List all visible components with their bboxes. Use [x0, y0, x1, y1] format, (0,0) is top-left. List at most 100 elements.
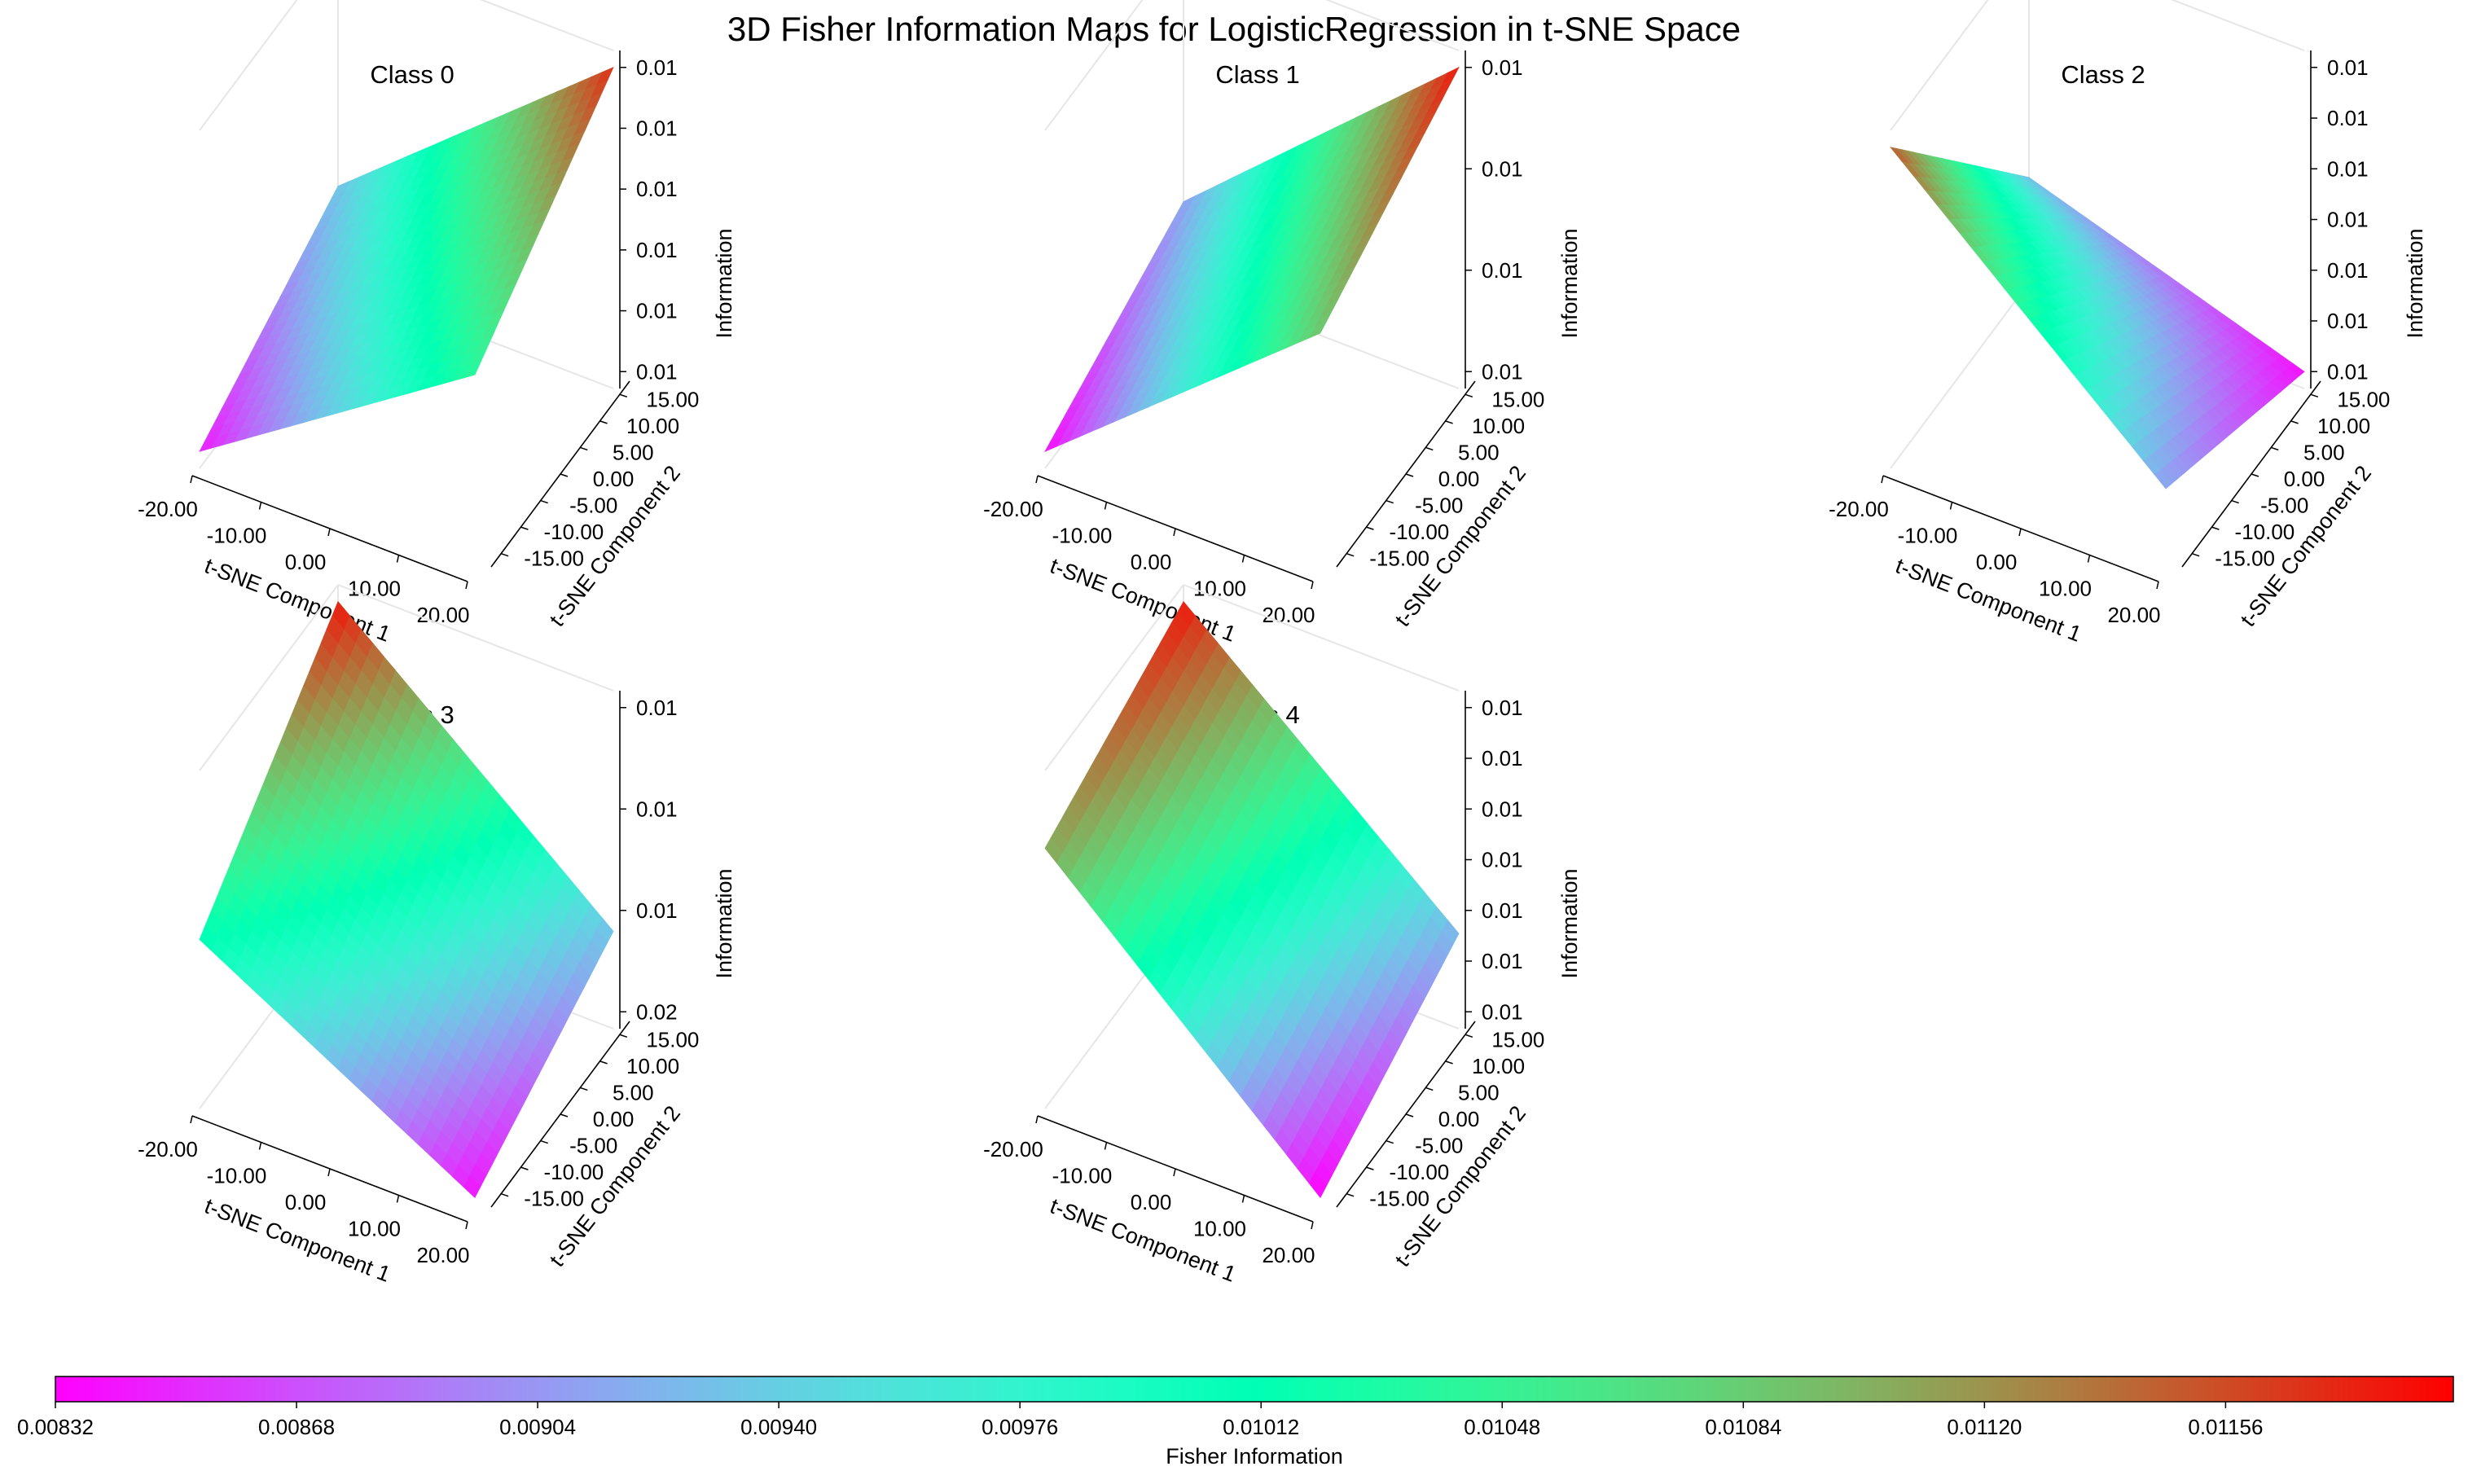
y-tick-label: 0.00 [593, 1107, 635, 1131]
colorbar-tick-label: 0.00832 [17, 1415, 94, 1439]
x-tick-label: 20.00 [416, 603, 469, 627]
class-panel: Class 3-20.00-10.000.0010.0020.00-15.00-… [138, 584, 736, 1287]
x-tick-mark [2156, 581, 2159, 590]
colorbar-tick-label: 0.01156 [2188, 1415, 2263, 1439]
y-tick-mark [540, 499, 548, 504]
y-tick-mark [2191, 553, 2200, 557]
colorbar-tick-label: 0.00976 [981, 1415, 1058, 1439]
z-tick-label: 0.01 [636, 359, 678, 384]
back-pane-edge [480, 0, 614, 51]
y-tick-label: 0.00 [593, 467, 635, 491]
y-tick-label: -10.00 [544, 520, 604, 544]
back-pane-edge [199, 584, 339, 771]
y-tick-mark [619, 393, 628, 397]
surface-mesh [199, 67, 614, 452]
y-tick-label: -5.00 [2260, 494, 2308, 518]
back-pane-edge [1890, 282, 2030, 469]
colorbar-ticks: 0.00832 0.00868 0.00904 0.00940 0.00976 0.010… [17, 1402, 2263, 1439]
figure-title: 3D Fisher Information Maps for LogisticR… [727, 10, 1741, 48]
x-tick-label: 0.00 [1976, 550, 2018, 574]
class-panel: Class 0 -20.00 -10.00 0.00 10.00 20.00 -15.00 -… [138, 0, 736, 647]
x-tick-mark [1881, 475, 1884, 484]
y-tick-mark [2290, 420, 2299, 424]
z-tick-label: 0.01 [1482, 696, 1523, 720]
z-tick-label: 0.01 [1482, 949, 1523, 973]
y-tick-label: -5.00 [569, 494, 617, 518]
x-tick-label: -20.00 [138, 1137, 198, 1161]
y-tick-mark [1465, 393, 1473, 397]
y-tick-label: -15.00 [1369, 547, 1429, 571]
z-axis-label: Information [2403, 228, 2427, 338]
y-tick-label: 5.00 [1458, 1080, 1500, 1104]
x-tick-label: -10.00 [207, 1164, 267, 1188]
z-tick-label: 0.01 [636, 299, 678, 323]
z-tick-label: 0.01 [1482, 258, 1523, 283]
x-tick-label: 10.00 [1193, 577, 1246, 601]
z-tick-label: 0.01 [636, 177, 678, 201]
x-tick-label: 0.00 [1131, 550, 1172, 574]
z-tick-label: 0.01 [636, 116, 678, 140]
x-tick-label: -10.00 [207, 524, 267, 548]
y-tick-label: -15.00 [2215, 547, 2275, 571]
y-tick-mark [1366, 1166, 1374, 1170]
x-tick-mark [1241, 555, 1245, 563]
surface-plots: Class 0 -20.00 -10.00 0.00 10.00 20.00 -15.00 -… [138, 0, 2427, 1287]
y-tick-mark [2231, 499, 2239, 504]
z-tick-label: 0.01 [636, 898, 678, 923]
y-tick-mark [1425, 1087, 1434, 1091]
colorbar-tick-label: 0.01048 [1464, 1415, 1540, 1439]
surface-mesh [1044, 66, 1460, 453]
x-tick-label: 20.00 [2107, 603, 2160, 627]
y-tick-mark [2251, 473, 2259, 477]
y-tick-label: -10.00 [1390, 1160, 1450, 1184]
panel-title: Class 2 [2061, 60, 2145, 89]
z-tick-label: 0.01 [2327, 106, 2369, 130]
y-tick-mark [500, 1193, 509, 1197]
y-tick-mark [1366, 526, 1374, 530]
z-axis-label: Information [1557, 228, 1582, 338]
y-tick-mark [580, 446, 588, 451]
y-tick-label: -10.00 [1390, 520, 1450, 544]
surface-mesh [1044, 600, 1460, 1199]
y-tick-label: -5.00 [569, 1134, 617, 1158]
y-tick-label: -5.00 [1415, 494, 1463, 518]
x-tick-mark [1311, 1221, 1314, 1230]
z-tick-label: 0.01 [636, 797, 678, 821]
y-tick-mark [1445, 1060, 1453, 1065]
y-tick-mark [1425, 446, 1434, 451]
y-tick-mark [560, 1113, 569, 1117]
class-panel: Class 1 -20.00 -10.00 0.00 10.00 20.00 -15.00 -… [983, 0, 1582, 647]
x-tick-mark [396, 1195, 400, 1203]
back-pane-edge [337, 584, 614, 692]
y-tick-mark [500, 553, 509, 557]
x-tick-label: 0.00 [285, 550, 327, 574]
z-tick-label: 0.01 [2327, 258, 2369, 283]
x-tick-mark [465, 581, 468, 590]
y-tick-label: 0.00 [1438, 1107, 1480, 1131]
colorbar-tick-label: 0.00940 [740, 1415, 817, 1439]
x-tick-label: 20.00 [1262, 1243, 1315, 1267]
surface-cell [199, 437, 217, 452]
y-tick-mark [2211, 526, 2220, 530]
colorbar-tick-label: 0.01084 [1705, 1415, 1781, 1439]
z-tick-label: 0.01 [1482, 848, 1523, 872]
x-tick-mark [1035, 475, 1039, 484]
back-pane-edge [1325, 0, 1460, 51]
x-tick-mark [1173, 528, 1176, 537]
y-tick-mark [560, 473, 569, 477]
y-tick-mark [599, 1060, 608, 1065]
back-pane-edge [2171, 0, 2305, 51]
z-tick-label: 0.01 [1482, 797, 1523, 821]
y-tick-mark [1405, 1113, 1414, 1117]
z-tick-label: 0.01 [2327, 55, 2369, 80]
y-tick-mark [2271, 446, 2279, 451]
back-pane-edge [1044, 0, 1144, 131]
y-tick-label: 10.00 [2317, 414, 2370, 438]
colorbar-tick-label: 0.01120 [1947, 1415, 2022, 1439]
x-tick-label: -10.00 [1898, 524, 1958, 548]
y-tick-label: -10.00 [544, 1160, 604, 1184]
surface-mesh [1889, 147, 2305, 490]
x-tick-label: -20.00 [983, 497, 1043, 521]
z-tick-label: 0.01 [2327, 359, 2369, 384]
x-tick-label: 10.00 [1193, 1217, 1246, 1241]
